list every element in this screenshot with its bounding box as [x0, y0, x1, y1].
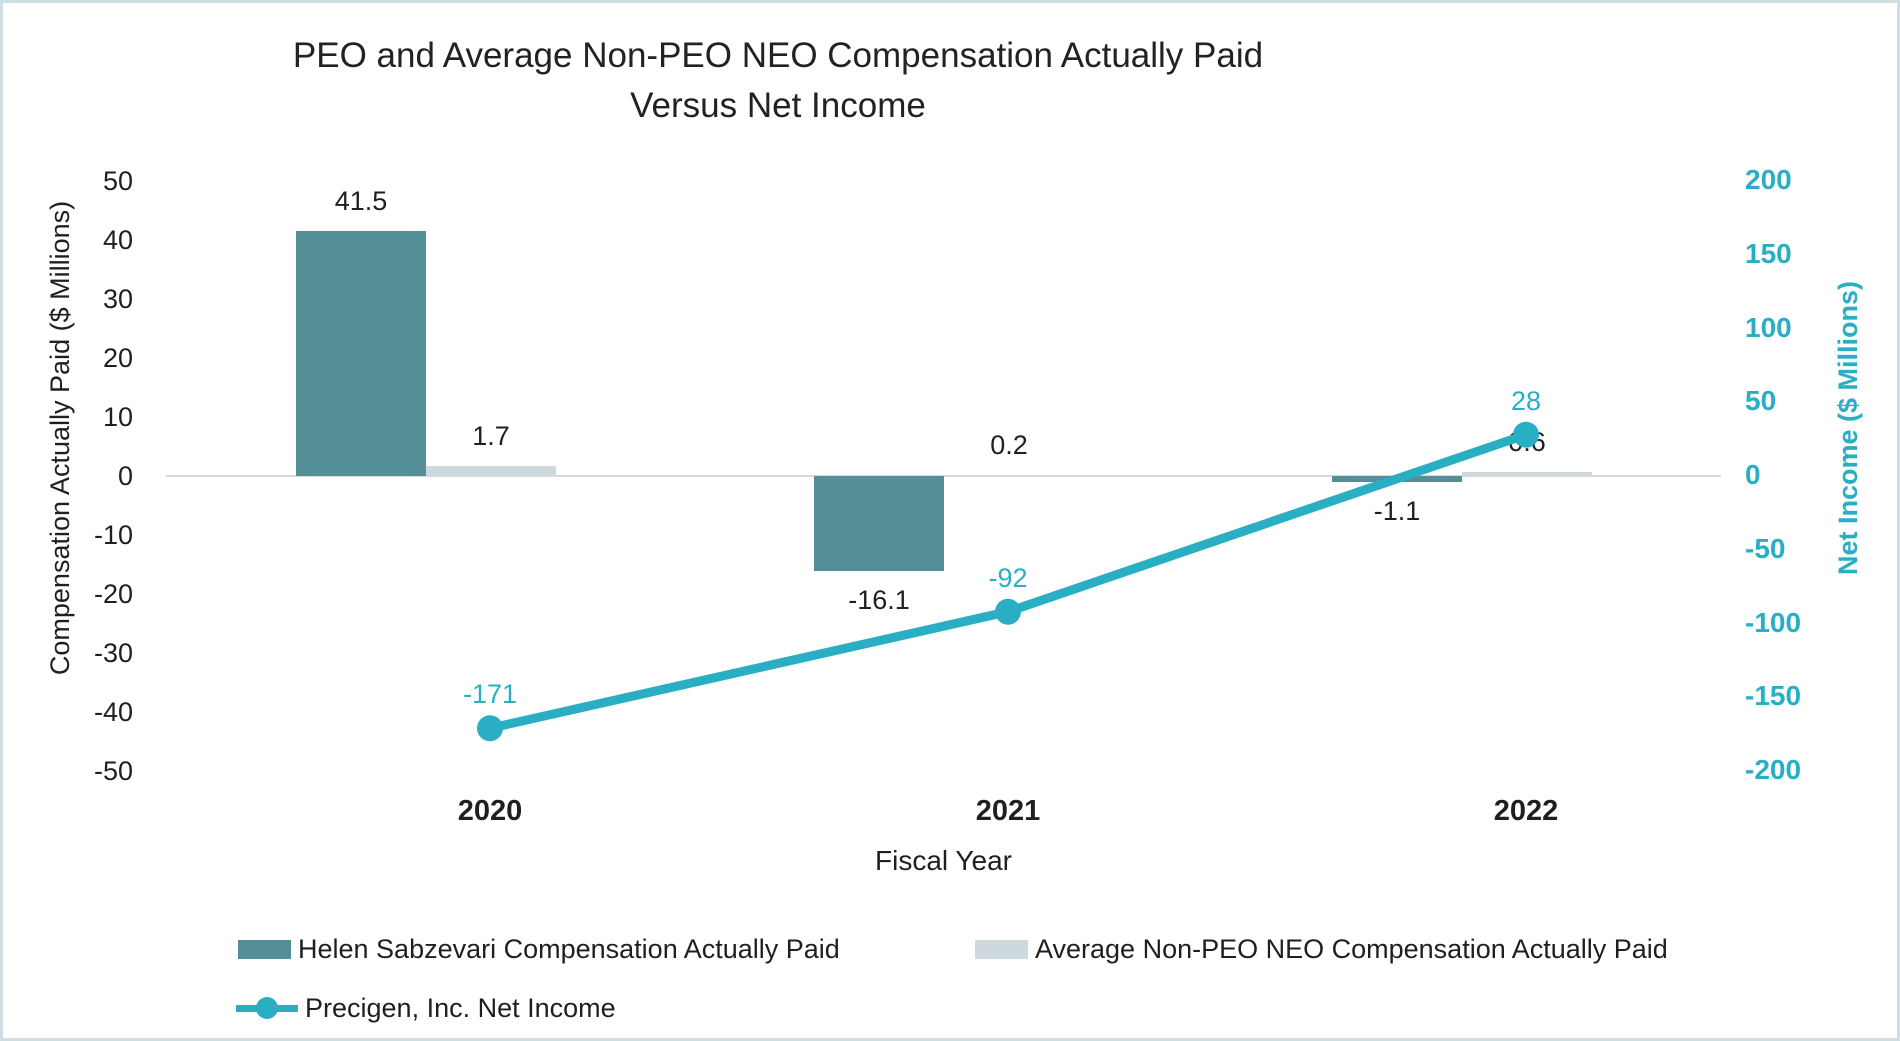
- bar-value-label-avg-non-peo-neo-cap-2020: 1.7: [472, 420, 510, 451]
- legend-swatch-helen-sabzevari-cap: [238, 939, 291, 959]
- left-axis-tick-label: 20: [102, 343, 133, 373]
- bar-value-label-avg-non-peo-neo-cap-2021: 0.2: [990, 429, 1028, 460]
- legend-label-avg-non-peo-neo-cap: Average Non-PEO NEO Compensation Actuall…: [1035, 933, 1668, 964]
- x-axis-label-2022: 2022: [1493, 795, 1559, 827]
- legend-label-helen-sabzevari-cap: Helen Sabzevari Compensation Actually Pa…: [298, 933, 840, 964]
- left-axis-tick-label: -40: [93, 697, 133, 727]
- right-axis-tick-label: -50: [1745, 532, 1786, 564]
- legend-item-helen-sabzevari-cap: Helen Sabzevari Compensation Actually Pa…: [238, 934, 840, 964]
- bar-value-label-helen-sabzevari-cap-2020: 41.5: [334, 186, 388, 217]
- legend-dot-glyph: [256, 997, 278, 1019]
- bar-avg-non-peo-neo-cap-2020: [426, 465, 556, 476]
- legend-swatch-avg-non-peo-neo-cap: [975, 939, 1028, 959]
- bar-value-label-avg-non-peo-neo-cap-2022: 0.6: [1508, 427, 1546, 458]
- bar-helen-sabzevari-cap-2020: [296, 231, 426, 476]
- bar-helen-sabzevari-cap-2021: [814, 476, 944, 571]
- chart-title-line-2: Versus Net Income: [630, 86, 926, 125]
- left-axis-tick-label: 40: [102, 225, 133, 255]
- right-axis-tick-label: 100: [1745, 311, 1792, 343]
- legend-item-precigen-net-income: Precigen, Inc. Net Income: [236, 993, 616, 1023]
- left-axis-tick-label: -10: [93, 520, 133, 550]
- right-axis-tick-label: 50: [1745, 385, 1777, 417]
- line-point-2020: [477, 715, 503, 742]
- line-value-label-2021: -92: [988, 562, 1028, 593]
- bar-value-label-helen-sabzevari-cap-2022: -1.1: [1373, 496, 1421, 527]
- line-value-label-2022: 28: [1510, 385, 1542, 416]
- right-axis-tick-label: -150: [1745, 680, 1802, 712]
- left-axis-tick-label: -50: [93, 756, 133, 786]
- line-point-2021: [995, 598, 1021, 625]
- x-axis-label-2021: 2021: [975, 795, 1041, 827]
- legend-label-precigen-net-income: Precigen, Inc. Net Income: [305, 992, 616, 1023]
- chart-title-line-1: PEO and Average Non-PEO NEO Compensation…: [292, 36, 1264, 75]
- bar-value-label-helen-sabzevari-cap-2021: -16.1: [848, 584, 910, 615]
- left-axis-tick-label: -20: [93, 579, 133, 609]
- left-axis-tick-label: 30: [102, 284, 133, 314]
- line-precigen-net-income: [477, 421, 1539, 742]
- right-axis-tick-label: 150: [1745, 237, 1792, 269]
- left-axis-tick-label: 10: [102, 402, 133, 432]
- legend-swatch-precigen-net-income: [236, 995, 298, 1021]
- right-axis-tick-label: 0: [1745, 459, 1761, 490]
- line-value-label-2020: -171: [462, 679, 518, 710]
- right-axis-tick-label: -200: [1745, 754, 1802, 785]
- bar-helen-sabzevari-cap-2022: [1332, 476, 1462, 483]
- right-axis-tick-label: -100: [1745, 606, 1802, 638]
- bar-avg-non-peo-neo-cap-2021: [944, 474, 1074, 476]
- left-axis-tick-label: -30: [93, 638, 133, 668]
- left-axis-tick-label: 50: [102, 166, 133, 196]
- x-axis-label-2020: 2020: [457, 795, 523, 827]
- right-axis-tick-label: 200: [1745, 164, 1792, 195]
- bar-avg-non-peo-neo-cap-2022: [1462, 472, 1592, 476]
- legend-item-avg-non-peo-neo-cap: Average Non-PEO NEO Compensation Actuall…: [975, 934, 1668, 964]
- x-axis-title: Fiscal Year: [875, 845, 1012, 876]
- left-axis-tick-label: 0: [117, 461, 133, 491]
